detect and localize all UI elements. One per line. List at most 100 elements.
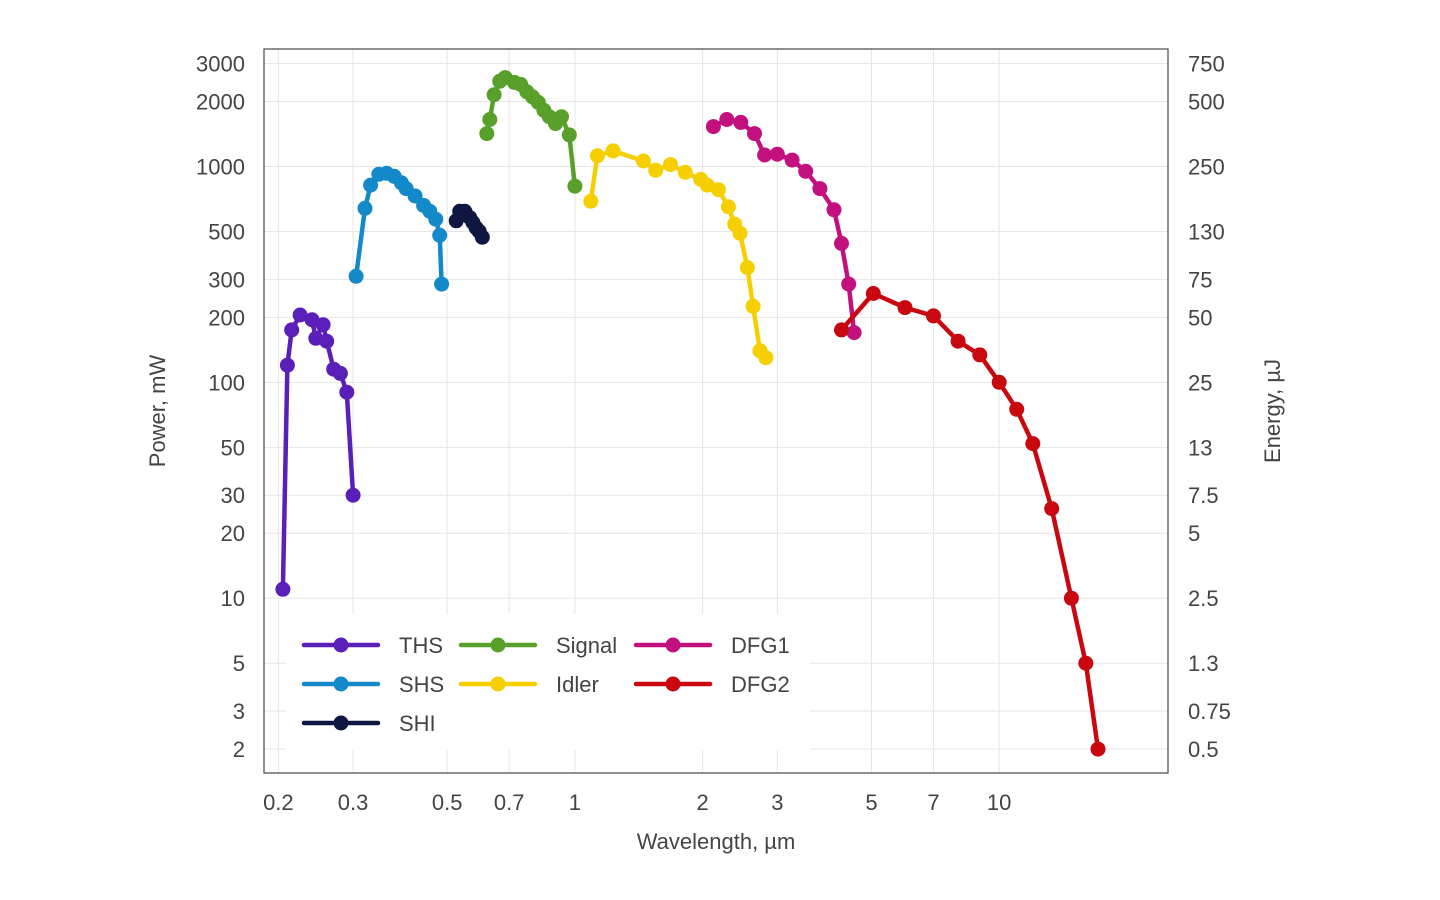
legend-label: Idler [556, 672, 599, 697]
y-tick-label: 100 [208, 370, 245, 395]
y2-tick-label: 500 [1188, 89, 1225, 114]
data-point [319, 333, 335, 349]
data-point [561, 127, 577, 143]
data-point [1025, 436, 1041, 452]
data-point [745, 298, 761, 314]
data-point [972, 347, 988, 363]
data-point [834, 322, 849, 338]
legend-label: SHS [399, 672, 444, 697]
y-tick-label: 2000 [196, 89, 245, 114]
data-point [275, 581, 291, 597]
legend-marker [333, 676, 349, 692]
y-tick-labels: 2 3 5 10 20 30 50 100 200 300 500 1000 2000 3000 [196, 51, 245, 762]
data-point [363, 177, 379, 193]
data-point [1078, 655, 1094, 671]
x-axis-title: Wavelength, µm [637, 829, 796, 854]
y2-tick-label: 13 [1188, 435, 1212, 460]
data-point [719, 112, 735, 127]
y-tick-label: 20 [221, 521, 245, 546]
legend-marker [665, 676, 681, 692]
data-point [292, 307, 308, 323]
data-point [432, 227, 448, 243]
series-ths [275, 307, 361, 597]
y2-tick-label: 750 [1188, 51, 1225, 76]
y-tick-label: 50 [221, 435, 245, 460]
y-tick-label: 1000 [196, 154, 245, 179]
data-point [605, 143, 621, 159]
data-point [699, 177, 715, 193]
plot-frame [263, 48, 1169, 774]
x-tick-label: 10 [987, 790, 1011, 815]
legend-item-signal: Signal [458, 633, 617, 658]
data-point [583, 193, 599, 209]
y2-tick-label: 0.5 [1188, 737, 1219, 762]
x-tick-label: 7 [927, 790, 939, 815]
series-layer [275, 70, 1106, 757]
data-point [1044, 501, 1060, 517]
data-point [635, 153, 651, 169]
data-point [1063, 590, 1079, 606]
legend-label: DFG2 [731, 672, 790, 697]
legend-item-shi: SHI [301, 711, 436, 736]
data-point [834, 235, 849, 251]
data-point [434, 276, 450, 292]
y-tick-label: 10 [221, 586, 245, 611]
data-point [739, 260, 755, 276]
data-point [348, 268, 364, 284]
legend-label: DFG1 [731, 633, 790, 658]
x-tick-label: 3 [771, 790, 783, 815]
data-point [784, 152, 800, 168]
series-shi [448, 203, 490, 245]
data-point [428, 211, 444, 227]
data-point [332, 365, 348, 381]
legend-label: SHI [399, 711, 436, 736]
data-point [339, 384, 355, 400]
data-point [648, 162, 664, 178]
legend-item-dfg1: DFG1 [633, 633, 790, 658]
data-point [747, 126, 762, 142]
series-shs [348, 165, 450, 292]
y-tick-label: 500 [208, 219, 245, 244]
data-point [589, 148, 605, 164]
y2-tick-label: 1.3 [1188, 651, 1219, 676]
y2-tick-label: 50 [1188, 305, 1212, 330]
y2-tick-label: 5 [1188, 521, 1200, 546]
data-point [677, 164, 693, 180]
data-point [345, 487, 361, 503]
data-point [479, 126, 495, 142]
data-point [991, 374, 1007, 390]
x-tick-label: 0.2 [263, 790, 294, 815]
data-point [769, 146, 785, 162]
y2-tick-label: 0.75 [1188, 699, 1231, 724]
series-idler-tail [752, 343, 774, 366]
x-tick-labels: 0.2 0.3 0.5 0.7 1 2 3 5 7 10 [263, 790, 1011, 815]
y2-tick-label: 25 [1188, 370, 1212, 395]
data-point [284, 322, 300, 338]
legend-marker [333, 637, 349, 653]
series-signal [479, 70, 583, 194]
legend-item-ths: THS [301, 633, 443, 658]
data-point [486, 87, 502, 103]
y-tick-label: 200 [208, 305, 245, 330]
data-point [950, 333, 966, 349]
x-tick-label: 0.7 [494, 790, 525, 815]
series-idler [583, 143, 768, 359]
data-point [733, 114, 749, 130]
x-tick-label: 0.5 [432, 790, 463, 815]
y2-tick-label: 7.5 [1188, 483, 1219, 508]
data-point [1009, 401, 1025, 417]
data-point [846, 325, 862, 341]
data-point [757, 147, 773, 163]
data-point [758, 350, 774, 366]
legend-item-dfg2: DFG2 [633, 672, 790, 697]
y-tick-label: 5 [233, 651, 245, 676]
legend-label: Signal [556, 633, 617, 658]
data-point [732, 225, 748, 241]
data-point [482, 112, 498, 127]
data-point [711, 182, 726, 198]
y2-tick-labels: 0.5 0.75 1.3 2.5 5 7.5 13 25 50 75 130 250 500 750 [1188, 51, 1231, 762]
y-tick-label: 30 [221, 483, 245, 508]
x-tick-label: 1 [569, 790, 581, 815]
